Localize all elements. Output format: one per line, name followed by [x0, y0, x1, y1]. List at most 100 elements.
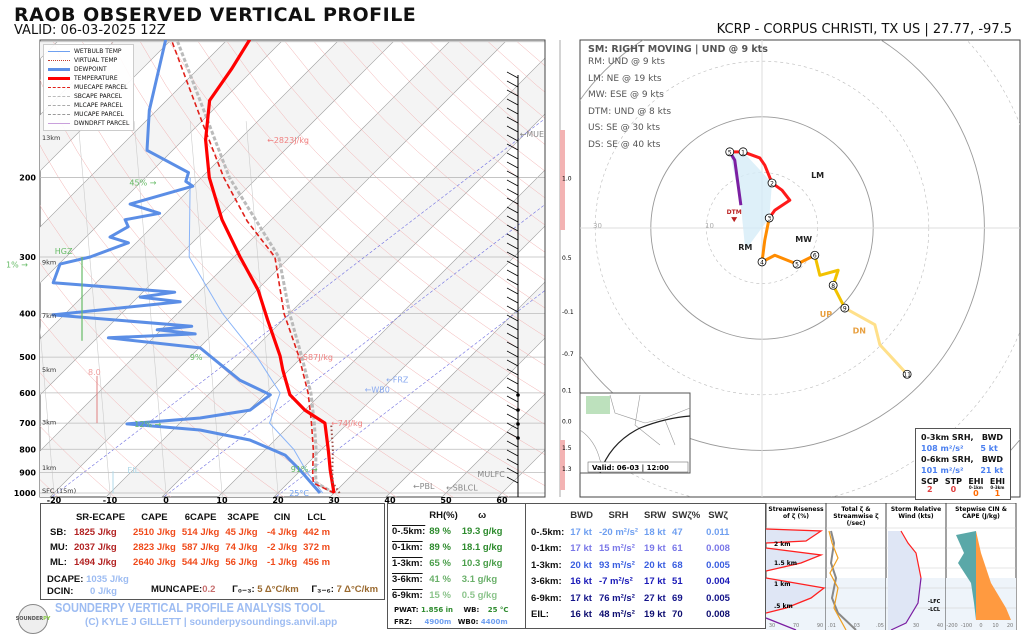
ring-label: 50: [567, 52, 576, 60]
storm-motion-label: DTM: [727, 209, 742, 216]
km-marker-label: 5: [728, 149, 732, 156]
srh-06: 101 m²/s²: [921, 466, 964, 475]
legend-item: WETBULB TEMP: [48, 47, 129, 56]
kinematic-cell: 51: [672, 576, 683, 587]
legend-swatch: [48, 77, 70, 80]
page-title: RAOB OBSERVED VERTICAL PROFILE: [14, 4, 417, 26]
kinematic-cell: 20 kt: [570, 559, 592, 571]
thermo-cell: 2640 J/kg: [133, 557, 176, 568]
dry-adiabat: [140, 41, 545, 425]
wb0-label: WB0:: [457, 618, 479, 626]
kinematic-cell: -20 m²/s²: [598, 526, 639, 538]
temp-tick: 60: [496, 496, 508, 505]
height-label: .5 km: [774, 603, 793, 610]
thermo-cell: 514 J/kg: [181, 527, 220, 538]
srh-03: 108 m²/s²: [921, 444, 964, 453]
thermo-row: ML: 1494 J/kg 2640 J/kg 544 J/kg 56 J/kg -1 J…: [47, 555, 333, 570]
legend-swatch: [48, 68, 70, 71]
kinematic-row: 1-3km: 20 kt 93 m²/s² 20 kt 68 0.005: [528, 558, 733, 575]
mini-tick: 10: [992, 623, 998, 629]
annotation: ←PBL: [413, 482, 435, 491]
storm-motion-title: SM: RIGHT MOVING | UND @ 9 kts: [588, 44, 768, 55]
thermo-cell: 544 J/kg: [181, 557, 220, 568]
legend-swatch: [48, 87, 70, 88]
storm-motion-line: RM: UND @ 9 kts: [588, 57, 665, 67]
wb-value: 25 °C: [487, 606, 509, 614]
legend-item: MLCAPE PARCEL: [48, 101, 129, 110]
km-marker: [792, 259, 802, 269]
dry-adiabat: [40, 262, 285, 497]
temp-tick: 40: [384, 496, 396, 505]
pressure-tick: 200: [19, 174, 36, 183]
wind-barb: [506, 368, 519, 376]
moisture-row: 0-.5km: 89 % 19.3 g/kg: [390, 524, 504, 540]
legend-item: MUCAPE PARCEL: [48, 110, 129, 119]
annotation: ←74J/kg: [331, 419, 363, 428]
wind-barb: [506, 233, 519, 241]
kinematic-cell: 17 kt: [570, 543, 592, 554]
storm-motion-label: DN: [853, 327, 866, 336]
km-marker: [810, 250, 820, 260]
mini-tick: .01: [828, 623, 836, 629]
kinematic-header: [528, 508, 567, 525]
temp-tick: 50: [440, 496, 452, 505]
credit: (C) KYLE J GILLETT | sounderpysoundings.…: [85, 617, 338, 628]
thermo-cell: -1 J/kg: [267, 557, 298, 568]
kinematic-header: BWD: [570, 510, 593, 521]
kinematic-header: SRH: [608, 510, 629, 521]
isotherm: [49, 41, 506, 497]
wind-barb: [506, 161, 519, 169]
legend-item: DWNDRFT PARCEL: [48, 119, 129, 128]
frz-value: 4900m: [424, 618, 452, 626]
muecape-parcel-line: [170, 40, 335, 494]
annotation: 8.0: [88, 368, 101, 377]
mini-tick: 20: [1007, 623, 1013, 629]
storm-motion-line: DTM: UND @ 8 kts: [588, 106, 672, 117]
pressure-tick: 700: [19, 419, 36, 428]
row-label: MU:: [50, 542, 68, 553]
km-marker-label: 5: [795, 262, 799, 269]
ring-label: 30: [593, 222, 602, 230]
storm-motion-label: RM: [738, 243, 752, 252]
kinematic-cell: 48 m²/s²: [598, 609, 635, 620]
wind-barb: [506, 296, 519, 304]
mini-tick: 90: [817, 623, 823, 629]
mini-panel-title: Total ζ & Streamwise ζ (/sec): [833, 506, 879, 527]
isotherm: [329, 281, 545, 497]
legend-swatch: [48, 114, 70, 115]
kinematic-cell: 20 kt: [644, 559, 666, 571]
storm-motion-line: DS: SE @ 40 kts: [588, 139, 661, 150]
kinematic-row: EIL: 16 kt 48 m²/s² 19 kt 70 0.008: [528, 607, 733, 624]
isotherm: [273, 225, 545, 497]
legend-label: DWNDRFT PARCEL: [74, 120, 130, 127]
thermo-header: CIN: [273, 512, 291, 523]
temp-tick: 0: [163, 496, 169, 505]
wetbulb-line: [188, 177, 324, 494]
row-label: EIL:: [531, 609, 549, 620]
mini-panel-title: Storm Relative Wind (kts): [891, 506, 941, 520]
wind-barb: [506, 107, 519, 115]
storm-motion-line: US: SE @ 30 kts: [588, 123, 661, 133]
legend-swatch: [48, 123, 70, 124]
km-marker: [840, 303, 850, 313]
kinematic-cell: 16 kt: [570, 576, 592, 587]
temp-tick: 10: [216, 496, 228, 505]
mini-panel-title: Stepwise CIN & CAPE (J/kg): [955, 506, 1007, 520]
ring-label: 30: [567, 119, 576, 127]
lapse-36-label: Γ₃₋₆:: [311, 584, 334, 595]
vort-bar: [560, 440, 565, 490]
legend-swatch: [48, 105, 70, 106]
index-value: 0: [950, 485, 957, 494]
dry-adiabat: [0, 42, 8, 503]
wind-barb: [506, 89, 519, 97]
mixing-ratio-cell: 0.5 g/kg: [461, 590, 498, 601]
annotation: HGZ: [55, 247, 73, 256]
legend-label: DEWPOINT: [74, 66, 107, 73]
height-label: 7km: [42, 312, 56, 320]
mixing-ratio-line: [275, 290, 545, 497]
kinematic-table-box: BWD SRH SRW SWζ% SWζ 0-.5km: 17 kt -20 m²/s² 18 …: [525, 503, 766, 629]
level-mark: -LCL: [928, 607, 941, 613]
moisture-row: 1-3km: 65 % 10.3 g/kg: [390, 556, 504, 572]
kinematic-cell: 70: [672, 609, 683, 620]
isotherm: [217, 169, 545, 497]
